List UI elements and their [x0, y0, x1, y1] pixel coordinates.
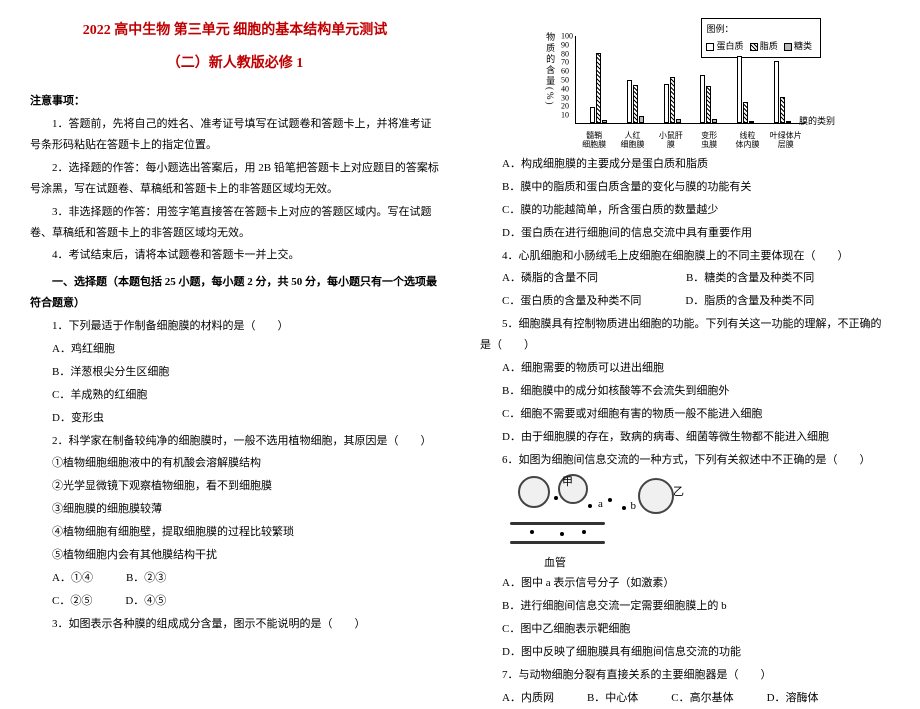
q4-opts-1: A．磷脂的含量不同 B．糖类的含量及种类不同 — [480, 268, 890, 289]
cell-signal-diagram: 甲 乙 a b 血管 — [510, 474, 680, 569]
q1-opt-d: D．变形虫 — [30, 408, 440, 429]
q1-opt-c: C．羊成熟的红细胞 — [30, 385, 440, 406]
doc-title-1: 2022 高中生物 第三单元 细胞的基本结构单元测试 — [30, 18, 440, 45]
q6-opt-a: A．图中 a 表示信号分子（如激素） — [480, 573, 890, 594]
section-1-heading: 一、选择题（本题包括 25 小题，每小题 2 分，共 50 分，每小题只有一个选… — [30, 272, 440, 314]
notice-1: 1．答题前，先将自己的姓名、准考证号填写在试题卷和答题卡上，并将准考证号条形码粘… — [30, 114, 440, 156]
q5-opt-b: B．细胞膜中的成分如核酸等不会流失到细胞外 — [480, 381, 890, 402]
q1-opt-a: A．鸡红细胞 — [30, 339, 440, 360]
q3-opt-b: B．膜中的脂质和蛋白质含量的变化与膜的功能有关 — [480, 177, 890, 198]
q7: 7．与动物细胞分裂有直接关系的主要细胞器是（ ） — [480, 665, 890, 686]
notice-heading: 注意事项： — [30, 91, 440, 112]
q2: 2．科学家在制备较纯净的细胞膜时，一般不选用植物细胞，其原因是（ ） — [30, 431, 440, 452]
q3-opt-a: A．构成细胞膜的主要成分是蛋白质和脂质 — [480, 154, 890, 175]
q4: 4．心肌细胞和小肠绒毛上皮细胞在细胞膜上的不同主要体现在（ ） — [480, 246, 890, 267]
q2-item-2: ②光学显微镜下观察植物细胞，看不到细胞膜 — [30, 476, 440, 497]
q6-opt-c: C．图中乙细胞表示靶细胞 — [480, 619, 890, 640]
membrane-chart: 物质的含量(%) 图例： 蛋白质 脂质 糖类 10203040506070809… — [545, 18, 825, 148]
notice-4: 4．考试结束后，请将本试题卷和答题卡一并上交。 — [30, 245, 440, 266]
q2-opts: A．①④ B．②③ — [30, 568, 440, 589]
q2-opts-2: C．②⑤ D．④⑤ — [30, 591, 440, 612]
notice-3: 3．非选择题的作答：用签字笔直接答在答题卡上对应的答题区域内。写在试题卷、草稿纸… — [30, 202, 440, 244]
q6-opt-d: D．图中反映了细胞膜具有细胞间信息交流的功能 — [480, 642, 890, 663]
q1: 1．下列最适于作制备细胞膜的材料的是（ ） — [30, 316, 440, 337]
q3: 3．如图表示各种膜的组成成分含量，图示不能说明的是（ ） — [30, 614, 440, 635]
chart-axes — [575, 36, 805, 124]
q2-item-4: ④植物细胞有细胞壁，提取细胞膜的过程比较繁琐 — [30, 522, 440, 543]
doc-title-2: （二）新人教版必修 1 — [30, 51, 440, 78]
q5-opt-d: D．由于细胞膜的存在，致病的病毒、细菌等微生物都不能进入细胞 — [480, 427, 890, 448]
q6-opt-b: B．进行细胞间信息交流一定需要细胞膜上的 b — [480, 596, 890, 617]
q1-opt-b: B．洋葱根尖分生区细胞 — [30, 362, 440, 383]
notice-2: 2．选择题的作答：每小题选出答案后，用 2B 铅笔把答题卡上对应题目的答案标号涂… — [30, 158, 440, 200]
chart-xtitle: 膜的类别 — [799, 113, 835, 130]
q5-opt-c: C．细胞不需要或对细胞有害的物质一般不能进入细胞 — [480, 404, 890, 425]
q5: 5．细胞膜具有控制物质进出细胞的功能。下列有关这一功能的理解，不正确的是（ ） — [480, 314, 890, 356]
q2-item-3: ③细胞膜的细胞膜较薄 — [30, 499, 440, 520]
q2-item-5: ⑤植物细胞内会有其他膜结构干扰 — [30, 545, 440, 566]
q3-opt-d: D．蛋白质在进行细胞间的信息交流中具有重要作用 — [480, 223, 890, 244]
q5-opt-a: A．细胞需要的物质可以进出细胞 — [480, 358, 890, 379]
chart-ylabel: 物质的含量(%) — [541, 32, 558, 107]
q3-opt-c: C．膜的功能越简单，所含蛋白质的数量越少 — [480, 200, 890, 221]
q6: 6．如图为细胞间信息交流的一种方式，下列有关叙述中不正确的是（ ） — [480, 450, 890, 471]
q2-item-1: ①植物细胞细胞液中的有机酸会溶解膜结构 — [30, 453, 440, 474]
q7-opts: A．内质网 B．中心体 C．高尔基体 D．溶酶体 — [480, 688, 890, 709]
q4-opts-2: C．蛋白质的含量及种类不同 D．脂质的含量及种类不同 — [480, 291, 890, 312]
